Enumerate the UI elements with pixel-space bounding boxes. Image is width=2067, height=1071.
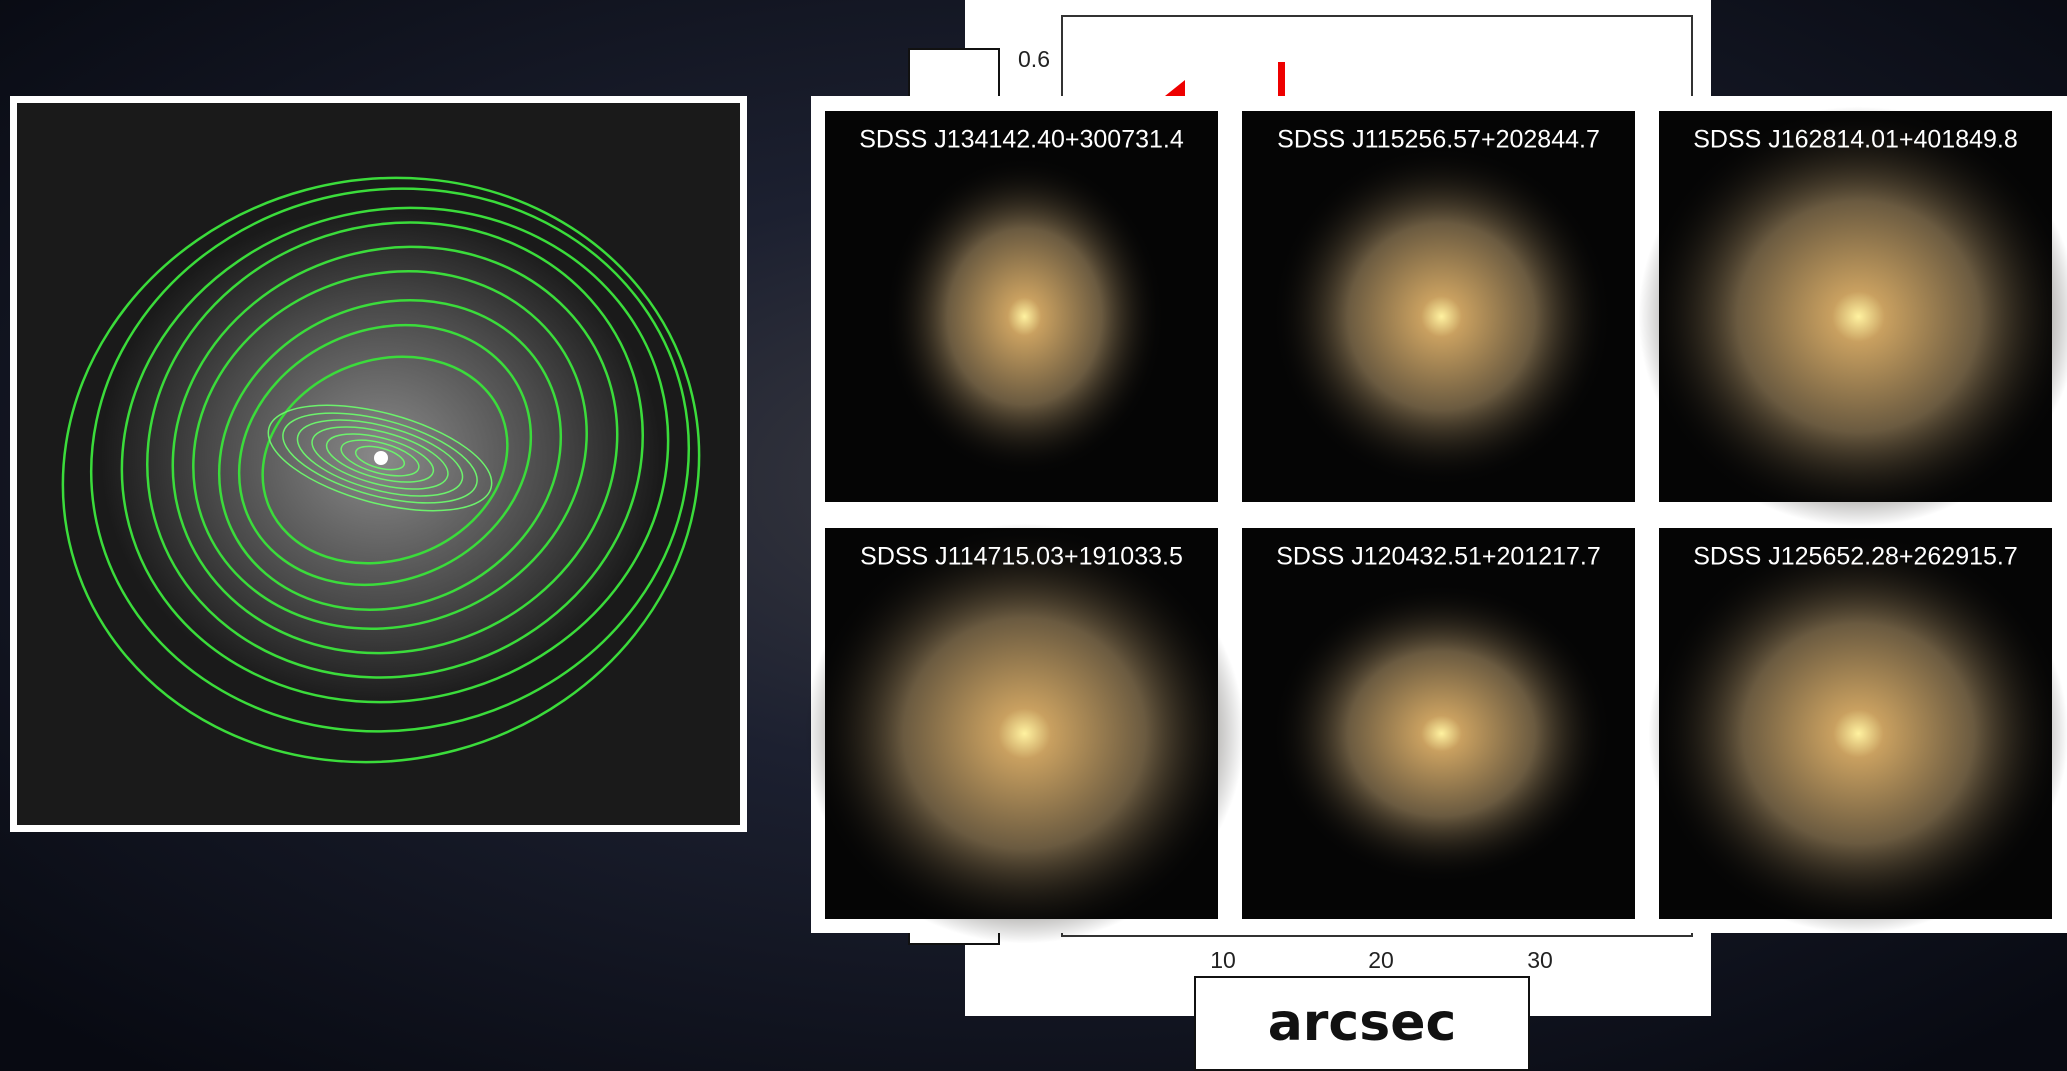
galaxy bbox=[1272, 147, 1612, 487]
galaxy-name: SDSS J114715.03+191033.5 bbox=[860, 543, 1183, 571]
galaxy bbox=[1649, 534, 2067, 934]
galaxy-name: SDSS J125652.28+262915.7 bbox=[1693, 543, 2018, 571]
galaxy bbox=[805, 524, 1245, 944]
y-tick-label: 0.6 bbox=[1018, 46, 1050, 72]
galaxy bbox=[1272, 584, 1612, 884]
x-tick-label: 20 bbox=[1368, 947, 1394, 973]
x-tick-label: 10 bbox=[1210, 947, 1236, 973]
galaxy-name: SDSS J134142.40+300731.4 bbox=[859, 126, 1184, 154]
page: 0.6 10 20 30 arcsec bbox=[0, 0, 2067, 1071]
x-axis-label: arcsec bbox=[1268, 993, 1457, 1053]
galaxy-name: SDSS J162814.01+401849.8 bbox=[1693, 126, 2018, 154]
galaxy bbox=[1639, 107, 2067, 527]
galaxy bbox=[885, 157, 1165, 477]
x-tick-label: 30 bbox=[1527, 947, 1553, 973]
galaxy-name: SDSS J120432.51+201217.7 bbox=[1276, 543, 1601, 571]
slide: 0.6 10 20 30 arcsec bbox=[0, 0, 2067, 1071]
galaxy-name: SDSS J115256.57+202844.7 bbox=[1277, 126, 1600, 154]
isophote-image bbox=[0, 96, 765, 833]
